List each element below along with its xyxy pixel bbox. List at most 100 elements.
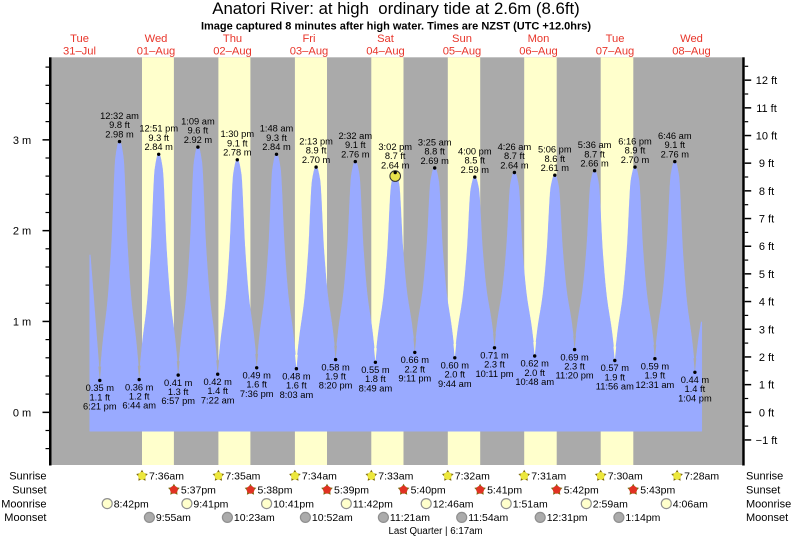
svg-text:5:37pm: 5:37pm <box>181 485 216 497</box>
svg-text:3:02 pm: 3:02 pm <box>378 142 412 152</box>
svg-text:Image captured 8 minutes after: Image captured 8 minutes after high wate… <box>201 20 591 32</box>
svg-text:0.55 m: 0.55 m <box>361 365 390 375</box>
svg-text:2.59 m: 2.59 m <box>461 165 490 175</box>
svg-text:2.98 m: 2.98 m <box>105 129 134 139</box>
svg-text:9:41pm: 9:41pm <box>193 498 228 510</box>
svg-text:9:44 am: 9:44 am <box>438 379 472 389</box>
svg-text:8.6 ft: 8.6 ft <box>544 154 565 164</box>
svg-text:1.8 ft: 1.8 ft <box>365 374 386 384</box>
svg-text:2.84 m: 2.84 m <box>262 142 291 152</box>
svg-text:Moonset: Moonset <box>746 512 788 524</box>
svg-text:Mon: Mon <box>528 33 550 45</box>
svg-text:7:36 pm: 7:36 pm <box>240 389 274 399</box>
svg-text:7:34am: 7:34am <box>302 471 337 483</box>
svg-text:2.64 m: 2.64 m <box>500 160 529 170</box>
svg-text:4:26 am: 4:26 am <box>498 142 532 152</box>
svg-text:Sunrise: Sunrise <box>9 471 46 483</box>
svg-text:6:44 am: 6:44 am <box>122 401 156 411</box>
svg-text:3:25 am: 3:25 am <box>418 137 452 147</box>
svg-text:8.9 ft: 8.9 ft <box>625 146 646 156</box>
svg-text:Anatori River: at high ordina: Anatori River: at high ordinary tide at … <box>212 0 580 18</box>
svg-text:10:52am: 10:52am <box>312 512 353 524</box>
svg-text:2.70 m: 2.70 m <box>621 155 650 165</box>
svg-text:9.6 ft: 9.6 ft <box>188 126 209 136</box>
svg-text:0.62 m: 0.62 m <box>520 359 549 369</box>
svg-text:1:30 pm: 1:30 pm <box>221 129 255 139</box>
svg-text:7:22 am: 7:22 am <box>201 395 235 405</box>
svg-text:Wed: Wed <box>680 33 703 45</box>
svg-text:0.36 m: 0.36 m <box>125 382 154 392</box>
svg-text:8.7 ft: 8.7 ft <box>385 151 406 161</box>
svg-text:Tue: Tue <box>606 33 625 45</box>
svg-text:Moonrise: Moonrise <box>1 498 46 510</box>
svg-text:10:23am: 10:23am <box>234 512 275 524</box>
svg-text:0.35 m: 0.35 m <box>86 383 115 393</box>
svg-text:1.4 ft: 1.4 ft <box>685 384 706 394</box>
svg-text:7:28am: 7:28am <box>684 471 719 483</box>
svg-text:7:31am: 7:31am <box>531 471 566 483</box>
svg-text:1.2 ft: 1.2 ft <box>129 392 150 402</box>
svg-text:7 ft: 7 ft <box>759 214 774 226</box>
svg-text:1.3 ft: 1.3 ft <box>168 387 189 397</box>
svg-text:12:32 am: 12:32 am <box>100 111 139 121</box>
svg-text:6:16 pm: 6:16 pm <box>618 137 652 147</box>
svg-text:5:41pm: 5:41pm <box>487 485 522 497</box>
svg-text:2.92 m: 2.92 m <box>184 135 213 145</box>
svg-text:0.60 m: 0.60 m <box>441 361 470 371</box>
svg-text:7:36am: 7:36am <box>149 471 184 483</box>
svg-text:8.7 ft: 8.7 ft <box>584 149 605 159</box>
svg-text:11:56 am: 11:56 am <box>596 382 634 392</box>
svg-text:4 ft: 4 ft <box>759 297 774 309</box>
svg-text:9.1 ft: 9.1 ft <box>664 140 685 150</box>
svg-text:2.0 ft: 2.0 ft <box>524 368 545 378</box>
svg-text:7:30am: 7:30am <box>608 471 643 483</box>
svg-text:12:31 am: 12:31 am <box>636 380 675 390</box>
svg-text:0.49 m: 0.49 m <box>242 371 271 381</box>
svg-text:Fri: Fri <box>302 33 315 45</box>
svg-text:8:42pm: 8:42pm <box>114 498 149 510</box>
svg-text:01–Aug: 01–Aug <box>137 45 176 57</box>
svg-text:6:57 pm: 6:57 pm <box>161 396 195 406</box>
svg-text:Sunrise: Sunrise <box>746 471 783 483</box>
svg-text:2.84 m: 2.84 m <box>144 142 173 152</box>
svg-text:9.1 ft: 9.1 ft <box>227 138 248 148</box>
svg-text:2.66 m: 2.66 m <box>580 159 609 169</box>
svg-text:9 ft: 9 ft <box>759 158 774 170</box>
svg-text:2.64 m: 2.64 m <box>381 160 410 170</box>
svg-text:12:31pm: 12:31pm <box>547 512 588 524</box>
svg-text:1.1 ft: 1.1 ft <box>89 392 110 402</box>
svg-text:2.76 m: 2.76 m <box>341 149 370 159</box>
svg-text:9.1 ft: 9.1 ft <box>345 140 366 150</box>
svg-text:0.59 m: 0.59 m <box>641 361 670 371</box>
svg-text:11:21am: 11:21am <box>390 512 430 524</box>
svg-text:2.69 m: 2.69 m <box>420 156 449 166</box>
svg-text:2 ft: 2 ft <box>759 352 774 364</box>
svg-text:1:51am: 1:51am <box>513 498 548 510</box>
svg-text:9:55am: 9:55am <box>156 512 191 524</box>
svg-text:31–Jul: 31–Jul <box>63 45 96 57</box>
svg-text:11:54am: 11:54am <box>468 512 508 524</box>
svg-text:10:41pm: 10:41pm <box>273 498 314 510</box>
svg-text:11:42pm: 11:42pm <box>353 498 393 510</box>
svg-text:2:13 pm: 2:13 pm <box>299 137 333 147</box>
svg-text:1.6 ft: 1.6 ft <box>246 380 267 390</box>
svg-text:4:06am: 4:06am <box>673 498 708 510</box>
svg-text:2.0 ft: 2.0 ft <box>444 370 465 380</box>
svg-text:5:43pm: 5:43pm <box>640 485 675 497</box>
svg-text:8.8 ft: 8.8 ft <box>424 147 445 157</box>
svg-text:8.7 ft: 8.7 ft <box>504 151 525 161</box>
svg-text:2:32 am: 2:32 am <box>339 131 373 141</box>
svg-text:8:20 pm: 8:20 pm <box>319 381 353 391</box>
svg-text:2:59am: 2:59am <box>593 498 628 510</box>
svg-text:Sunset: Sunset <box>746 485 780 497</box>
svg-text:2.76 m: 2.76 m <box>661 149 690 159</box>
svg-text:8 ft: 8 ft <box>759 186 774 198</box>
svg-text:0.57 m: 0.57 m <box>601 363 630 373</box>
svg-text:5:39pm: 5:39pm <box>334 485 369 497</box>
svg-text:1.9 ft: 1.9 ft <box>645 371 666 381</box>
svg-text:2.2 ft: 2.2 ft <box>404 364 425 374</box>
svg-text:7:33am: 7:33am <box>378 471 413 483</box>
svg-text:5 ft: 5 ft <box>759 269 774 281</box>
svg-text:11 ft: 11 ft <box>756 103 777 115</box>
svg-text:12:51 pm: 12:51 pm <box>139 124 178 134</box>
